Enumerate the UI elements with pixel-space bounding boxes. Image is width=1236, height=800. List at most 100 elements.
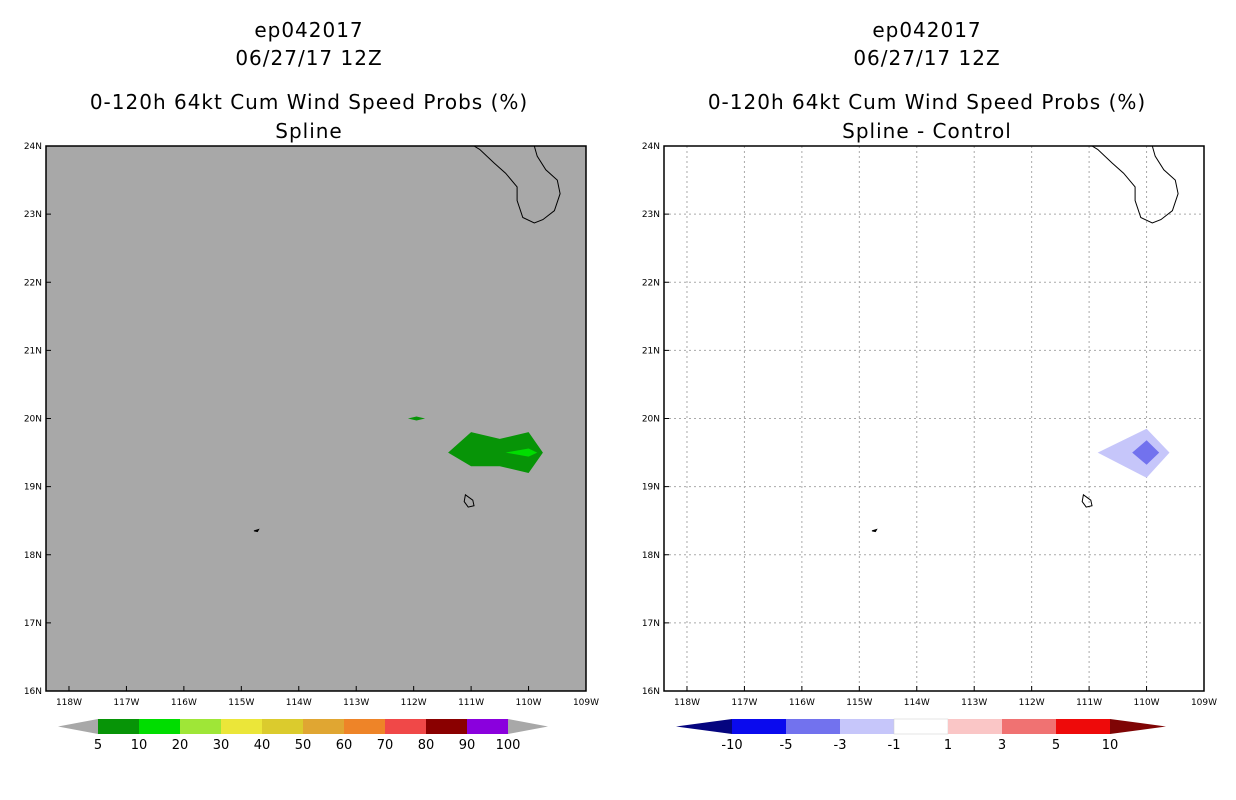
left-colorbar-high-triangle — [508, 719, 548, 734]
right-y-tick-label: 21N — [642, 346, 660, 356]
right-colorbar-swatch — [893, 718, 949, 735]
left-x-tick-label: 118W — [56, 698, 82, 708]
right-y-tick-label: 22N — [642, 278, 660, 288]
right-colorbar-label: -5 — [780, 738, 793, 753]
right-contour-neg5 — [1132, 440, 1160, 465]
right-x-tick-label: 114W — [904, 698, 930, 708]
left-x-tick-label: 114W — [286, 698, 312, 708]
left-x-tick-label: 111W — [458, 698, 484, 708]
left-contour-5 — [407, 416, 426, 421]
right-y-tick-label: 18N — [642, 551, 660, 561]
left-y-tick-label: 20N — [24, 415, 42, 425]
right-x-tick-label: 116W — [789, 698, 815, 708]
right-x-tick-label: 118W — [674, 698, 700, 708]
left-colorbar-swatch — [303, 719, 344, 734]
left-colorbar-label: 100 — [496, 738, 521, 753]
right-colorbar-label: 3 — [998, 738, 1006, 753]
right-colorbar-high-triangle — [1110, 719, 1166, 734]
right-x-tick-label: 110W — [1134, 698, 1160, 708]
left-colorbar-label: 80 — [418, 738, 435, 753]
left-colorbar-swatch — [262, 719, 303, 734]
right-colorbar-swatch — [1002, 719, 1056, 734]
left-title-product: 0-120h 64kt Cum Wind Speed Probs (%) — [89, 90, 529, 114]
right-colorbar-swatch — [786, 719, 840, 734]
right-y-tick-label: 16N — [642, 687, 660, 697]
left-title-method: Spline — [275, 119, 343, 143]
left-colorbar-label: 50 — [295, 738, 312, 753]
left-colorbar-label: 20 — [172, 738, 189, 753]
left-y-tick-label: 18N — [24, 551, 42, 561]
left-y-tick-label: 23N — [24, 210, 42, 220]
right-x-tick-label: 112W — [1019, 698, 1045, 708]
right-colorbar-label: -10 — [721, 738, 742, 753]
left-colorbar-low-triangle — [58, 719, 98, 734]
right-island-socorro — [1081, 493, 1093, 508]
left-colorbar-label: 60 — [336, 738, 353, 753]
right-island-clarion — [871, 528, 878, 533]
left-x-tick-label: 117W — [113, 698, 139, 708]
right-x-tick-label: 111W — [1076, 698, 1102, 708]
left-colorbar-label: 30 — [213, 738, 230, 753]
right-x-tick-label: 113W — [961, 698, 987, 708]
right-title-storm-id: ep042017 — [872, 18, 982, 42]
right-colorbar-swatch — [732, 719, 786, 734]
left-colorbar-label: 90 — [459, 738, 476, 753]
left-colorbar-label: 40 — [254, 738, 271, 753]
left-x-tick-label: 109W — [573, 698, 599, 708]
left-island-clarion — [253, 528, 260, 533]
left-contour-5 — [448, 432, 543, 473]
right-colorbar-swatch — [1056, 719, 1110, 734]
left-title-datetime: 06/27/17 12Z — [235, 46, 383, 70]
left-y-tick-label: 17N — [24, 619, 42, 629]
left-colorbar-swatch — [139, 719, 180, 734]
left-colorbar-swatch — [385, 719, 426, 734]
right-panel: ep042017 06/27/17 12Z 0-120h 64kt Cum Wi… — [618, 0, 1236, 800]
right-title-product: 0-120h 64kt Cum Wind Speed Probs (%) — [707, 90, 1147, 114]
left-coastline-baja — [473, 145, 561, 224]
left-colorbar-label: 10 — [131, 738, 148, 753]
left-x-tick-label: 110W — [516, 698, 542, 708]
left-chart-svg: 16N 17N 18N 19N 20N 21N 22N 23N 24N 118W 117W 116W 1… — [24, 142, 599, 753]
right-y-tick-label: 17N — [642, 619, 660, 629]
left-y-tick-label: 22N — [24, 278, 42, 288]
left-colorbar-label: 70 — [377, 738, 394, 753]
left-y-tick-label: 21N — [24, 346, 42, 356]
left-y-tick-label: 16N — [24, 687, 42, 697]
left-colorbar-swatch — [467, 719, 508, 734]
left-x-tick-label: 116W — [171, 698, 197, 708]
left-x-tick-label: 112W — [401, 698, 427, 708]
left-x-tick-label: 113W — [343, 698, 369, 708]
left-colorbar-swatch — [426, 719, 467, 734]
left-colorbar-swatch — [344, 719, 385, 734]
left-colorbar-swatch — [180, 719, 221, 734]
right-y-tick-label: 20N — [642, 415, 660, 425]
right-x-tick-label: 115W — [846, 698, 872, 708]
left-contour-10 — [505, 448, 538, 457]
left-plot-background — [46, 146, 586, 691]
right-colorbar-low-triangle — [676, 719, 732, 734]
left-colorbar-swatch — [221, 719, 262, 734]
right-y-tick-label: 19N — [642, 483, 660, 493]
left-y-tick-label: 24N — [24, 142, 42, 152]
right-title-method: Spline - Control — [842, 119, 1012, 143]
right-colorbar-label: -3 — [834, 738, 847, 753]
right-colorbar-swatch — [948, 719, 1002, 734]
right-x-tick-label: 109W — [1191, 698, 1217, 708]
right-chart-svg: 16N 17N 18N 19N 20N 21N 22N 23N 24N 118W 117W 116W 1… — [642, 142, 1217, 753]
left-colorbar-label: 5 — [94, 738, 102, 753]
right-y-tick-label: 23N — [642, 210, 660, 220]
left-colorbar-swatch — [98, 719, 139, 734]
right-title-datetime: 06/27/17 12Z — [853, 46, 1001, 70]
right-colorbar-label: -1 — [888, 738, 901, 753]
right-colorbar-label: 5 — [1052, 738, 1060, 753]
right-x-tick-label: 117W — [731, 698, 757, 708]
left-panel: ep042017 06/27/17 12Z 0-120h 64kt Cum Wi… — [24, 18, 599, 753]
right-colorbar-swatch — [840, 719, 894, 734]
right-colorbar-label: 10 — [1102, 738, 1119, 753]
left-island-socorro — [463, 493, 475, 508]
right-coastline-baja — [1091, 145, 1179, 224]
left-y-tick-label: 19N — [24, 483, 42, 493]
right-colorbar-label: 1 — [944, 738, 952, 753]
left-title-storm-id: ep042017 — [254, 18, 364, 42]
left-x-tick-label: 115W — [228, 698, 254, 708]
